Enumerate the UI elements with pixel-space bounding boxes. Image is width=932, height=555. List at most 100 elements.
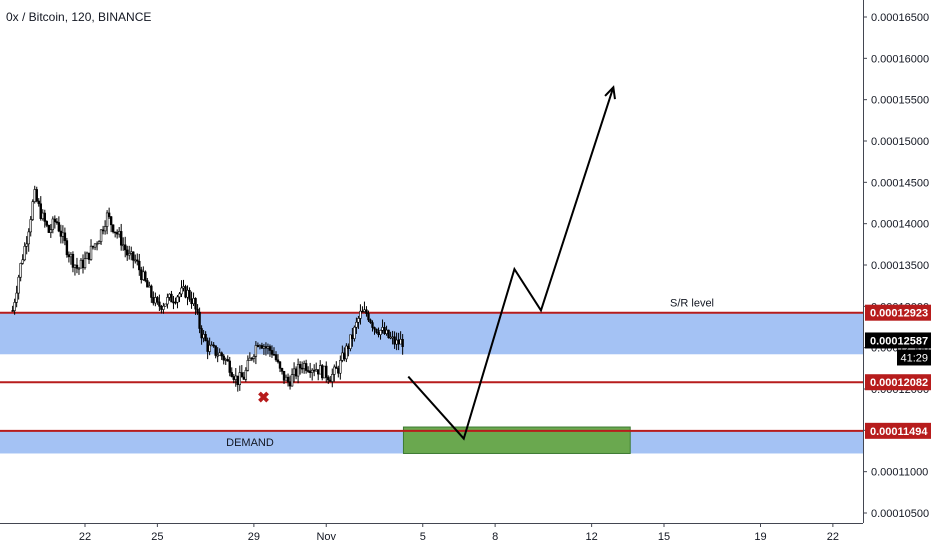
candle (323, 365, 326, 379)
level-price-tag (865, 374, 931, 391)
candle (41, 212, 44, 219)
candle (113, 231, 117, 234)
candle (130, 251, 133, 254)
candle (212, 344, 215, 347)
candle (365, 309, 368, 314)
candle (351, 334, 354, 339)
candle (43, 212, 46, 222)
candle (49, 229, 53, 233)
candle (180, 287, 183, 295)
candle (134, 259, 137, 262)
candle (51, 218, 55, 230)
candle (121, 244, 125, 247)
candle (240, 372, 244, 378)
candle (314, 369, 318, 372)
y-tick-label: 0.00013500 (871, 260, 929, 272)
candle (331, 374, 334, 382)
candle (244, 369, 248, 380)
candle (53, 218, 57, 222)
candle (47, 225, 51, 233)
candle (109, 216, 113, 226)
candle (278, 361, 282, 369)
candle (369, 319, 372, 323)
candle (168, 293, 171, 298)
zone-resistance-support (0, 312, 863, 355)
x-tick-label: 5 (420, 531, 426, 543)
y-tick-label: 0.00015500 (871, 95, 929, 107)
zones-layer (0, 312, 863, 454)
candle (258, 345, 262, 347)
candle (69, 253, 73, 258)
candle (156, 297, 159, 303)
candle (59, 230, 63, 237)
y-tick-label: 0.00014000 (871, 219, 929, 231)
zone-label-demand: DEMAND (226, 437, 274, 449)
candle (35, 189, 38, 202)
candle (246, 360, 250, 371)
candle (373, 327, 376, 330)
candle (176, 296, 179, 303)
candle (184, 286, 187, 298)
candle (343, 352, 346, 360)
candle (91, 245, 95, 248)
countdown-tag (897, 349, 931, 366)
candle (146, 280, 149, 288)
labels-layer: S/R level DEMAND 0.00012923 0.00012082 0.000… (226, 298, 931, 449)
candle (385, 329, 388, 334)
candle (262, 346, 266, 349)
candle (341, 352, 344, 361)
candle (194, 298, 197, 310)
projection-path[interactable] (407, 86, 615, 441)
candle (128, 253, 131, 256)
candles-layer (11, 185, 404, 392)
candle (236, 375, 239, 385)
candle (210, 344, 213, 347)
candle (142, 271, 145, 280)
candle (276, 359, 280, 363)
candle (188, 289, 191, 300)
candle (226, 359, 229, 362)
candle (260, 345, 264, 349)
candle (65, 240, 69, 256)
candle (45, 221, 49, 226)
candle (319, 365, 322, 375)
candle (379, 330, 382, 335)
candle (399, 338, 402, 345)
candle (17, 276, 20, 294)
countdown-label: 41:29 (900, 352, 928, 364)
candle (377, 332, 380, 335)
candle (204, 334, 207, 341)
candle (228, 360, 231, 373)
candle (95, 243, 99, 246)
candle (270, 350, 274, 355)
candle (397, 339, 400, 345)
candle (103, 226, 107, 232)
candle (288, 381, 292, 387)
candle (304, 363, 308, 371)
candle (186, 289, 189, 298)
candle (359, 310, 362, 319)
x-tick-label: 22 (827, 531, 839, 543)
candle (312, 369, 316, 372)
candle (61, 232, 65, 237)
y-tick-label: 0.00011000 (871, 467, 928, 479)
candle (381, 327, 384, 331)
candle (274, 354, 278, 361)
candle (190, 298, 193, 305)
candle (327, 377, 330, 381)
candle (200, 328, 203, 339)
candle (347, 345, 350, 349)
candle (208, 344, 211, 352)
candle (150, 285, 153, 298)
candle (29, 219, 32, 233)
candle (310, 369, 314, 373)
candle (55, 221, 59, 223)
candle (77, 267, 81, 270)
candle (252, 355, 256, 359)
candle (178, 293, 181, 298)
candle (111, 224, 115, 233)
candle (105, 212, 109, 227)
price-axis[interactable] (863, 0, 932, 550)
